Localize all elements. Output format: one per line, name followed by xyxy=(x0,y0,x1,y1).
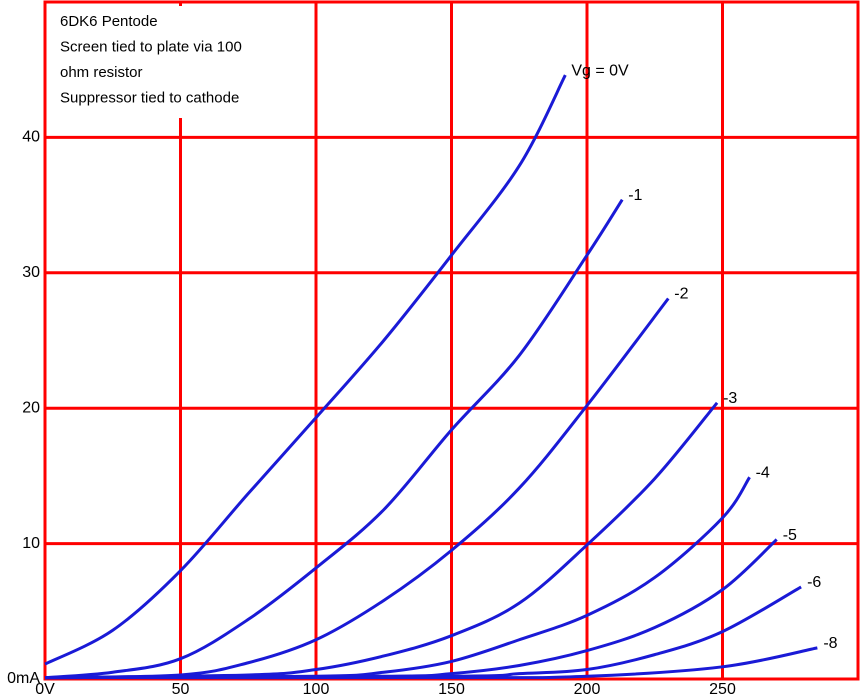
curve-label: -1 xyxy=(628,187,642,204)
y-tick-label: 40 xyxy=(22,129,40,146)
curve xyxy=(44,646,818,680)
curve xyxy=(44,297,670,680)
curve-label: -3 xyxy=(723,390,737,407)
curve-label: Vg = 0V xyxy=(571,62,629,79)
curve xyxy=(44,74,567,666)
x-tick-label: 250 xyxy=(709,681,736,698)
curve xyxy=(44,538,778,680)
x-tick-label: 50 xyxy=(172,681,190,698)
y-tick-label: 0mA xyxy=(7,670,40,687)
y-tick-label: 30 xyxy=(22,264,40,281)
curve-label: -4 xyxy=(756,464,770,481)
curve xyxy=(44,476,751,680)
curve-label: -6 xyxy=(807,574,821,591)
curve xyxy=(44,401,719,680)
curve xyxy=(44,198,624,680)
y-tick-label: 20 xyxy=(22,399,40,416)
annotation-box xyxy=(50,6,300,118)
x-tick-label: 0V xyxy=(35,681,55,698)
x-tick-label: 100 xyxy=(303,681,330,698)
curve-label: -2 xyxy=(674,286,688,303)
curve-label: -5 xyxy=(783,527,797,544)
annotation: Screen tied to plate via 100 xyxy=(60,38,242,55)
curve-label: -8 xyxy=(823,635,837,652)
annotation: Suppressor tied to cathode xyxy=(60,89,239,106)
y-tick-label: 10 xyxy=(22,535,40,552)
x-tick-label: 200 xyxy=(574,681,601,698)
annotation: ohm resistor xyxy=(60,64,143,81)
x-tick-label: 150 xyxy=(438,681,465,698)
annotation: 6DK6 Pentode xyxy=(60,13,158,30)
